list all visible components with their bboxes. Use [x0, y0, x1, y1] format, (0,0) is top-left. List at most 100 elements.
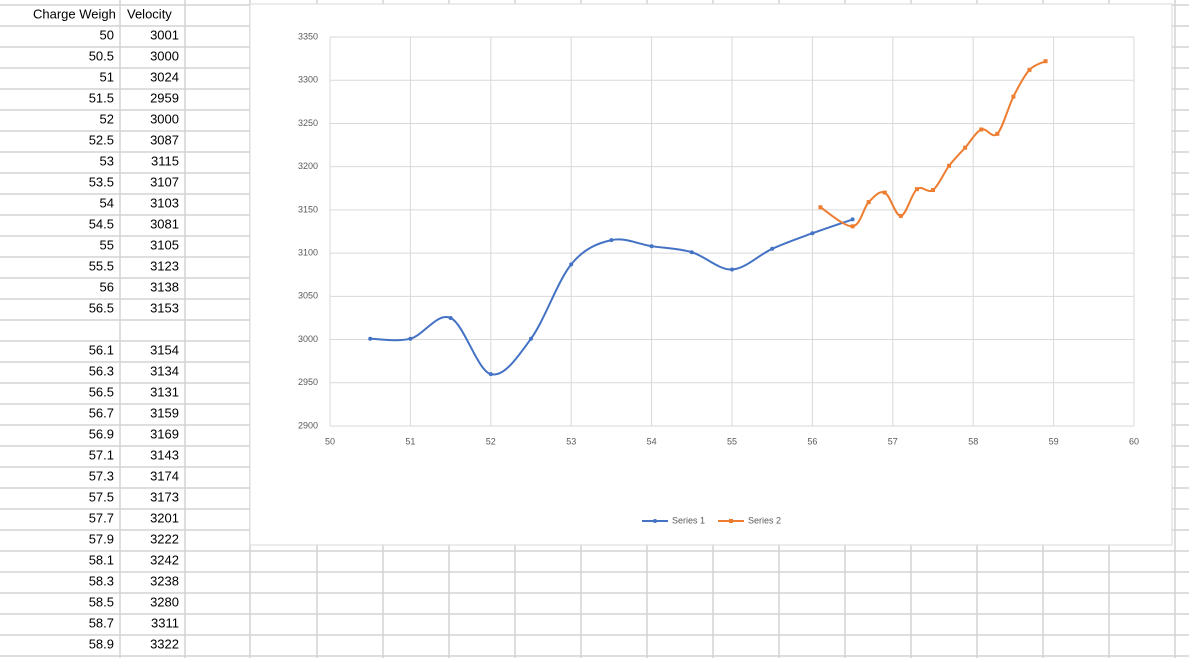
cell: 56.5 [89, 300, 114, 315]
x-tick-label: 55 [727, 436, 737, 446]
point [947, 163, 952, 168]
cell: 3242 [150, 552, 179, 567]
point [368, 336, 373, 341]
point [882, 190, 887, 195]
cell: 3322 [150, 636, 179, 651]
cell: 57.1 [89, 447, 114, 462]
x-tick-label: 58 [968, 436, 978, 446]
x-tick-label: 60 [1129, 436, 1139, 446]
cell: 3123 [150, 258, 179, 273]
x-tick-label: 50 [325, 436, 335, 446]
cell: 3169 [150, 426, 179, 441]
cell: 57.7 [89, 510, 114, 525]
cell: 58.1 [89, 552, 114, 567]
point [818, 205, 823, 210]
header-cell: Charge Weigh [33, 6, 116, 21]
cell: 56.1 [89, 342, 114, 357]
cell: 58.3 [89, 573, 114, 588]
cell: 3105 [150, 237, 179, 252]
cell: 3000 [150, 111, 179, 126]
cell: 3131 [150, 384, 179, 399]
x-tick-label: 53 [566, 436, 576, 446]
point [850, 224, 855, 229]
y-tick-label: 2900 [298, 420, 318, 430]
point [995, 131, 1000, 136]
point [866, 200, 871, 205]
y-tick-label: 3150 [298, 204, 318, 214]
point [914, 187, 919, 192]
y-tick-label: 3250 [298, 118, 318, 128]
cell: 3280 [150, 594, 179, 609]
x-tick-label: 54 [647, 436, 657, 446]
y-tick-label: 3050 [298, 291, 318, 301]
cell: 3087 [150, 132, 179, 147]
point [609, 238, 614, 243]
point [1011, 94, 1016, 99]
point [931, 188, 935, 193]
cell: 3134 [150, 363, 179, 378]
y-tick-label: 3200 [298, 161, 318, 171]
cell: 55.5 [89, 258, 114, 273]
cell: 57.3 [89, 468, 114, 483]
cell: 58.7 [89, 615, 114, 630]
cell: 3159 [150, 405, 179, 420]
cell: 58.9 [89, 636, 114, 651]
cell: 3222 [150, 531, 179, 546]
point [850, 217, 855, 222]
cell: 3103 [150, 195, 179, 210]
cell: 3201 [150, 510, 179, 525]
cell: 58.5 [89, 594, 114, 609]
legend-label: Series 2 [748, 515, 781, 525]
cell: 2959 [150, 90, 179, 105]
point [488, 372, 493, 377]
cell: 3154 [150, 342, 179, 357]
point [963, 145, 968, 150]
cell: 52 [100, 111, 114, 126]
cell: 3081 [150, 216, 179, 231]
y-tick-label: 3100 [298, 247, 318, 257]
cell: 51 [100, 69, 114, 84]
cell: 51.5 [89, 90, 114, 105]
point [1027, 67, 1032, 72]
cell: 3143 [150, 447, 179, 462]
point [529, 336, 533, 341]
chart-area [249, 3, 1173, 546]
cell: 3000 [150, 48, 179, 63]
legend-marker [729, 519, 733, 523]
x-tick-label: 59 [1049, 436, 1059, 446]
y-tick-label: 3300 [298, 75, 318, 85]
cell: 3107 [150, 174, 179, 189]
cell: 57.5 [89, 489, 114, 504]
cell: 56.7 [89, 405, 114, 420]
y-tick-label: 3000 [298, 334, 318, 344]
point [569, 262, 574, 267]
point [448, 315, 453, 320]
cell: 56.5 [89, 384, 114, 399]
point [979, 127, 984, 132]
cell: 3024 [150, 69, 179, 84]
cell: 3174 [150, 468, 179, 483]
y-tick-label: 2950 [298, 377, 318, 387]
cell: 50.5 [89, 48, 114, 63]
legend-marker [653, 519, 657, 523]
legend-label: Series 1 [672, 515, 705, 525]
point [649, 244, 654, 249]
cell: 53 [100, 153, 114, 168]
cell: 56.9 [89, 426, 114, 441]
y-tick-label: 3350 [298, 31, 318, 41]
x-tick-label: 56 [807, 436, 817, 446]
cell: 56.3 [89, 363, 114, 378]
cell: 54.5 [89, 216, 114, 231]
point [689, 250, 694, 255]
cell: 3238 [150, 573, 179, 588]
cell: 56 [100, 279, 114, 294]
cell: 3001 [150, 27, 179, 42]
point [898, 213, 903, 218]
cell: 3153 [150, 300, 179, 315]
x-tick-label: 52 [486, 436, 496, 446]
point [730, 267, 734, 272]
cell: 53.5 [89, 174, 114, 189]
cell: 3138 [150, 279, 179, 294]
x-tick-label: 57 [888, 436, 898, 446]
